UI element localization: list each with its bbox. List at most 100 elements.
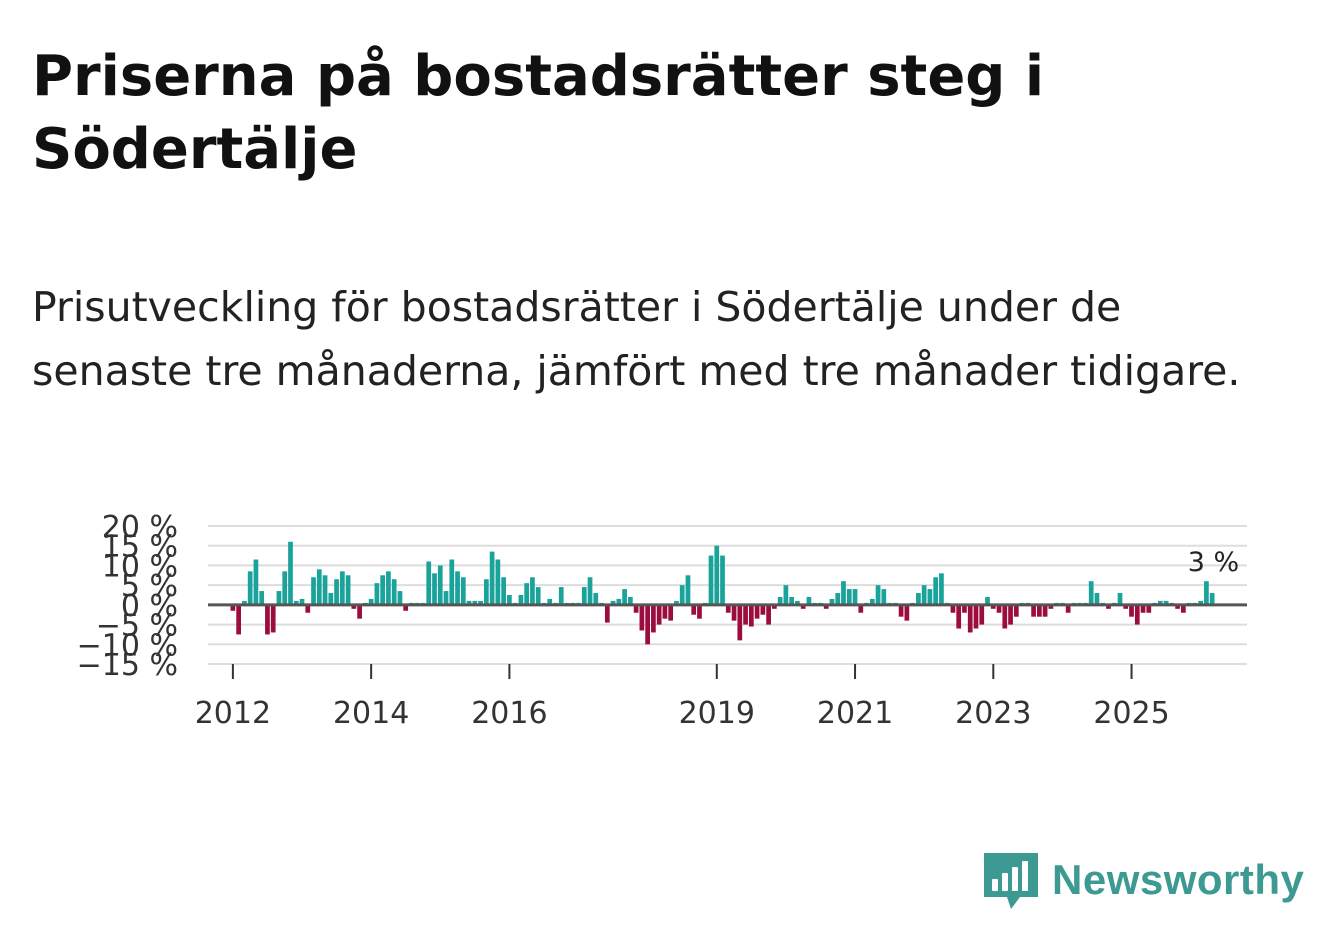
bar <box>691 604 697 615</box>
bar <box>1117 593 1123 605</box>
x-tick-label: 2025 <box>1093 696 1169 731</box>
bar <box>927 589 933 605</box>
bar <box>1036 604 1042 617</box>
bar <box>875 585 881 605</box>
bar <box>455 571 460 605</box>
bar <box>869 598 875 605</box>
bar <box>979 604 985 625</box>
bar <box>1002 604 1008 629</box>
bar <box>1106 604 1111 609</box>
bar <box>368 598 374 605</box>
bar <box>622 589 627 605</box>
bar <box>242 600 247 605</box>
bar <box>1209 593 1215 605</box>
bar <box>697 604 702 619</box>
bar <box>236 604 241 635</box>
x-tick-label: 2016 <box>471 696 547 731</box>
bar <box>351 604 357 609</box>
bar <box>1008 604 1013 625</box>
bar <box>460 577 466 605</box>
bar <box>990 604 996 609</box>
bar <box>1140 604 1146 613</box>
bar <box>806 596 812 605</box>
bar <box>846 589 852 605</box>
bar <box>823 604 829 609</box>
bar <box>800 604 806 609</box>
bar <box>956 604 962 629</box>
bar <box>466 600 472 605</box>
bar <box>772 604 777 609</box>
bar <box>299 598 305 605</box>
bar <box>737 604 743 641</box>
bar <box>835 593 841 605</box>
bar <box>645 604 650 645</box>
bar <box>345 575 351 605</box>
y-tick-label: 0 % <box>121 589 178 624</box>
bar <box>962 604 967 613</box>
bar <box>437 565 443 605</box>
bar <box>1204 581 1209 605</box>
brand-logo[interactable]: Newsworthy <box>980 848 1304 912</box>
bar <box>547 598 553 605</box>
bar <box>247 571 253 605</box>
newsworthy-logo-icon <box>984 853 1038 909</box>
bar <box>1031 604 1036 617</box>
bar <box>253 559 259 605</box>
y-tick-label: 20 % <box>102 510 178 545</box>
bar <box>518 595 524 605</box>
bar <box>898 604 904 617</box>
x-tick-label: 2019 <box>679 696 755 731</box>
bar <box>432 573 437 605</box>
bar <box>777 596 783 605</box>
bar <box>789 596 795 605</box>
bar <box>656 604 662 625</box>
y-tick-label: −5 % <box>96 609 178 644</box>
bar <box>1048 604 1054 609</box>
bar-series <box>230 541 1215 645</box>
bar <box>708 555 714 605</box>
bar <box>852 589 858 605</box>
bar <box>610 600 616 605</box>
bar <box>743 604 748 625</box>
bar <box>495 559 501 605</box>
bar <box>374 583 380 605</box>
bar <box>478 600 483 605</box>
bar <box>483 579 489 605</box>
bar <box>1094 593 1100 605</box>
bar <box>766 604 771 625</box>
x-tick-label: 2023 <box>955 696 1031 731</box>
bar <box>305 604 311 613</box>
x-tick-label: 2014 <box>333 696 409 731</box>
bar <box>795 600 800 605</box>
bar <box>996 604 1002 613</box>
bar <box>339 571 345 605</box>
y-tick-label: −10 % <box>77 628 178 663</box>
bar <box>282 571 288 605</box>
bar <box>973 604 979 629</box>
bar <box>1013 604 1019 617</box>
bar <box>720 555 725 605</box>
bar <box>829 598 835 605</box>
bar <box>443 591 449 605</box>
bar <box>322 575 328 605</box>
bar <box>293 600 299 605</box>
bar <box>933 577 939 605</box>
bar <box>593 593 599 605</box>
bar <box>288 541 293 605</box>
bar <box>1181 604 1186 613</box>
bar <box>748 604 754 627</box>
bar <box>674 600 679 605</box>
bar <box>921 585 927 605</box>
bar <box>403 604 409 611</box>
bar <box>535 587 541 605</box>
bar <box>587 577 593 605</box>
bar <box>558 587 564 605</box>
bar <box>449 559 455 605</box>
bar <box>858 604 864 613</box>
bar <box>581 587 587 605</box>
bar <box>760 604 766 615</box>
bar <box>841 581 846 605</box>
bar <box>679 585 685 605</box>
bar <box>489 551 495 605</box>
y-tick-label: −15 % <box>77 648 178 683</box>
